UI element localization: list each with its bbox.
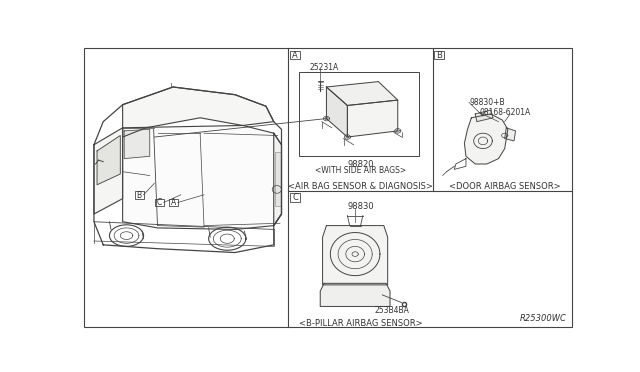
Bar [290,51,300,59]
Bar [298,71,419,156]
Text: 98830: 98830 [348,202,374,211]
Text: C: C [157,198,162,207]
Bar [135,191,143,199]
Bar [434,51,444,59]
Polygon shape [123,87,274,137]
Bar [155,199,164,206]
Text: 08168-6201A: 08168-6201A [479,108,531,117]
Text: <WITH SIDE AIR BAGS>: <WITH SIDE AIR BAGS> [315,166,406,175]
Text: 253B4BA: 253B4BA [374,307,410,315]
Text: 98830+B: 98830+B [469,98,505,107]
Polygon shape [505,128,516,141]
Text: B: B [436,51,442,60]
Polygon shape [123,125,282,230]
Polygon shape [94,128,123,214]
Text: C: C [292,193,298,202]
Polygon shape [326,81,397,106]
Text: B: B [137,190,142,199]
Text: 25231A: 25231A [309,63,339,72]
Text: 98820: 98820 [348,160,374,169]
Polygon shape [326,87,348,137]
Polygon shape [97,135,120,185]
Polygon shape [320,283,390,307]
Bar [169,199,178,206]
Bar [290,193,300,202]
Bar [275,153,281,206]
Polygon shape [124,129,150,158]
Text: A: A [171,198,176,207]
Text: <DOOR AIRBAG SENSOR>: <DOOR AIRBAG SENSOR> [449,182,561,191]
Text: R25300WC: R25300WC [520,314,566,323]
Text: <B-PILLAR AIRBAG SENSOR>: <B-PILLAR AIRBAG SENSOR> [299,319,422,328]
Polygon shape [323,225,388,285]
Text: <AIR BAG SENSOR & DIAGNOSIS>: <AIR BAG SENSOR & DIAGNOSIS> [288,182,433,191]
Text: A: A [292,51,298,60]
Polygon shape [476,110,493,122]
Polygon shape [348,100,397,137]
Polygon shape [465,114,508,164]
Polygon shape [274,133,282,225]
